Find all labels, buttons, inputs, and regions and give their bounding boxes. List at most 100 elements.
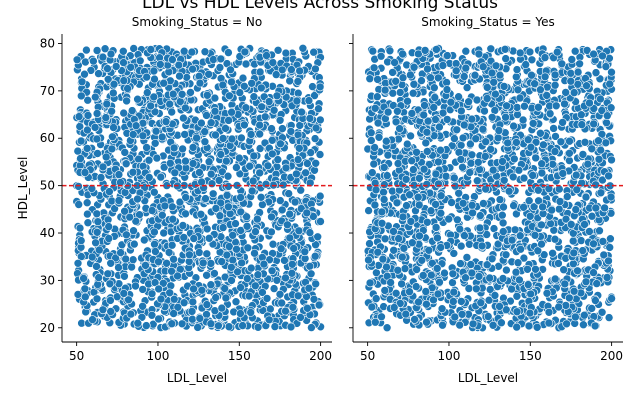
data-point [460, 231, 469, 240]
data-point [597, 307, 607, 317]
data-point [499, 176, 509, 185]
data-point [485, 273, 495, 283]
data-point [475, 223, 485, 233]
data-point [401, 309, 411, 319]
data-point [389, 227, 398, 236]
data-point [475, 211, 485, 220]
data-point [598, 237, 608, 246]
data-point [87, 184, 97, 193]
data-point [300, 247, 310, 257]
data-point [388, 68, 397, 77]
data-point [478, 62, 488, 71]
data-point [393, 107, 402, 116]
data-point [498, 218, 508, 228]
data-point [138, 285, 147, 294]
data-point [477, 241, 487, 251]
data-point [253, 322, 263, 332]
data-point [103, 75, 113, 84]
data-point [595, 226, 604, 235]
data-point [408, 88, 418, 98]
data-point [380, 85, 390, 95]
data-point [221, 293, 231, 303]
data-point [104, 234, 114, 243]
data-point [379, 187, 388, 197]
data-point [200, 47, 210, 57]
data-point [310, 134, 320, 143]
data-point [422, 299, 431, 309]
data-point [466, 260, 476, 269]
data-point [247, 79, 256, 88]
x-tick-label-no: 50 [69, 349, 84, 363]
data-point [414, 174, 424, 183]
data-point [526, 289, 536, 299]
data-point [470, 70, 480, 80]
data-point [114, 196, 124, 205]
data-point [507, 284, 516, 294]
data-point [179, 233, 189, 242]
data-point [303, 303, 312, 313]
data-point [181, 156, 190, 166]
data-point [189, 284, 198, 294]
data-point [151, 126, 161, 136]
data-point [101, 113, 111, 122]
data-point [107, 196, 117, 206]
data-point [422, 180, 432, 189]
data-point [80, 168, 90, 177]
data-point [174, 60, 184, 70]
data-point [173, 271, 182, 281]
data-point [77, 91, 86, 101]
data-point [105, 187, 114, 196]
data-point [305, 114, 315, 123]
data-point [236, 226, 245, 235]
data-point [493, 133, 503, 143]
data-point [168, 89, 178, 99]
data-point [158, 210, 167, 220]
data-point [442, 115, 452, 124]
data-point [596, 188, 606, 198]
data-point [422, 147, 432, 156]
data-point [429, 103, 439, 112]
data-point [514, 165, 524, 175]
data-point [209, 55, 218, 64]
data-point [177, 90, 187, 99]
data-point [108, 132, 117, 142]
data-point [594, 155, 604, 164]
data-point [157, 132, 167, 142]
data-point [244, 291, 254, 301]
data-point [383, 107, 393, 117]
x-tick-label-yes: 150 [519, 349, 542, 363]
data-point [390, 58, 399, 67]
data-point [135, 56, 145, 66]
data-point [426, 270, 436, 280]
data-point [169, 309, 178, 318]
data-point [267, 136, 277, 145]
data-point [109, 88, 118, 98]
data-point [556, 137, 566, 147]
data-point [258, 200, 267, 209]
data-point [181, 209, 190, 219]
data-point [89, 56, 98, 66]
data-point [103, 64, 112, 73]
data-point [550, 274, 560, 284]
data-point [568, 236, 578, 246]
data-point [372, 92, 382, 101]
data-point [405, 287, 414, 297]
data-point [497, 318, 506, 328]
data-point [383, 150, 393, 160]
data-point [438, 320, 447, 330]
data-point [313, 232, 323, 242]
data-point [447, 198, 456, 207]
data-point [151, 247, 160, 256]
data-point [483, 312, 493, 321]
data-point [168, 55, 177, 64]
data-point [544, 307, 554, 317]
panel-no: Smoking_Status = No 50 100 150 200 20 30 40 50 60… [40, 15, 332, 385]
data-point [302, 208, 312, 218]
data-point [579, 310, 589, 320]
data-point [465, 168, 475, 177]
data-point [366, 128, 376, 137]
data-point [161, 117, 171, 126]
data-point [515, 48, 525, 58]
data-point [421, 138, 431, 148]
data-point [488, 320, 498, 330]
